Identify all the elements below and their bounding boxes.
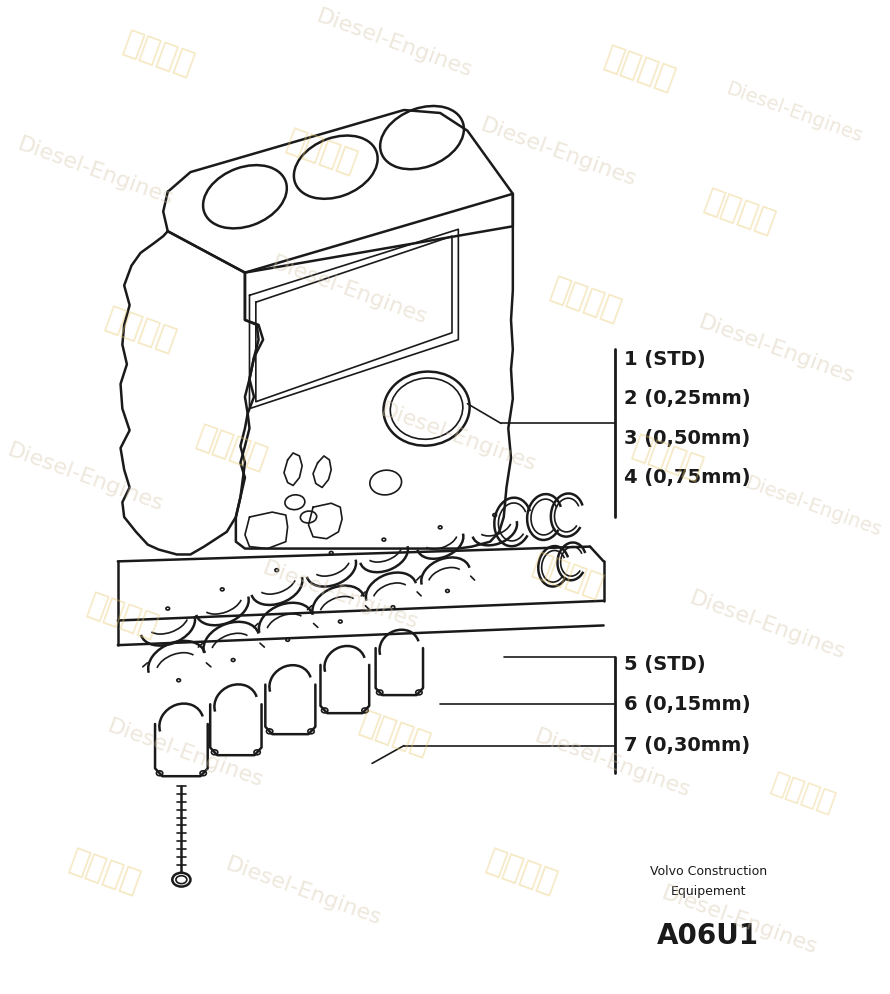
Text: 紫发动力: 紫发动力 [283, 126, 361, 179]
Text: 1 (STD): 1 (STD) [624, 350, 705, 369]
Text: 4 (0,75mm): 4 (0,75mm) [624, 468, 750, 487]
Text: Diesel-Engines: Diesel-Engines [695, 312, 857, 387]
Text: 紫发动力: 紫发动力 [482, 846, 562, 898]
Text: 6 (0,15mm): 6 (0,15mm) [624, 695, 750, 714]
Text: 紫发动力: 紫发动力 [601, 43, 679, 94]
Text: 紫发动力: 紫发动力 [628, 431, 707, 484]
Text: Diesel-Engines: Diesel-Engines [377, 401, 539, 476]
Text: Diesel-Engines: Diesel-Engines [741, 473, 884, 541]
Text: Diesel-Engines: Diesel-Engines [223, 854, 384, 929]
Text: 5 (STD): 5 (STD) [624, 655, 705, 674]
Text: 紫发动力: 紫发动力 [119, 28, 198, 80]
Text: 紫发动力: 紫发动力 [546, 274, 625, 326]
Text: Diesel-Engines: Diesel-Engines [724, 80, 865, 146]
Text: 紫发动力: 紫发动力 [83, 589, 162, 642]
Text: Diesel-Engines: Diesel-Engines [686, 587, 848, 663]
Text: 紫发动力: 紫发动力 [101, 304, 180, 356]
Text: 紫发动力: 紫发动力 [65, 846, 143, 898]
Text: 紫发动力: 紫发动力 [700, 186, 779, 238]
Text: 紫发动力: 紫发动力 [192, 421, 271, 474]
Text: 3 (0,50mm): 3 (0,50mm) [624, 428, 750, 447]
Text: 2 (0,25mm): 2 (0,25mm) [624, 390, 750, 409]
Text: Diesel-Engines: Diesel-Engines [314, 7, 475, 82]
Text: 7 (0,30mm): 7 (0,30mm) [624, 737, 749, 755]
Text: Diesel-Engines: Diesel-Engines [14, 134, 176, 210]
Text: Equipement: Equipement [670, 885, 746, 898]
Text: 紫发动力: 紫发动力 [767, 768, 839, 817]
Text: Volvo Construction: Volvo Construction [650, 866, 766, 879]
Text: 紫发动力: 紫发动力 [528, 550, 607, 602]
Text: Diesel-Engines: Diesel-Engines [532, 726, 693, 801]
Text: A06U1: A06U1 [657, 921, 759, 950]
Text: Diesel-Engines: Diesel-Engines [269, 252, 430, 328]
Text: Diesel-Engines: Diesel-Engines [659, 884, 821, 958]
Text: Diesel-Engines: Diesel-Engines [105, 716, 267, 791]
Text: Diesel-Engines: Diesel-Engines [478, 115, 639, 190]
Text: Diesel-Engines: Diesel-Engines [260, 559, 421, 633]
Text: Diesel-Engines: Diesel-Engines [5, 440, 166, 515]
Text: 紫发动力: 紫发动力 [355, 708, 434, 760]
